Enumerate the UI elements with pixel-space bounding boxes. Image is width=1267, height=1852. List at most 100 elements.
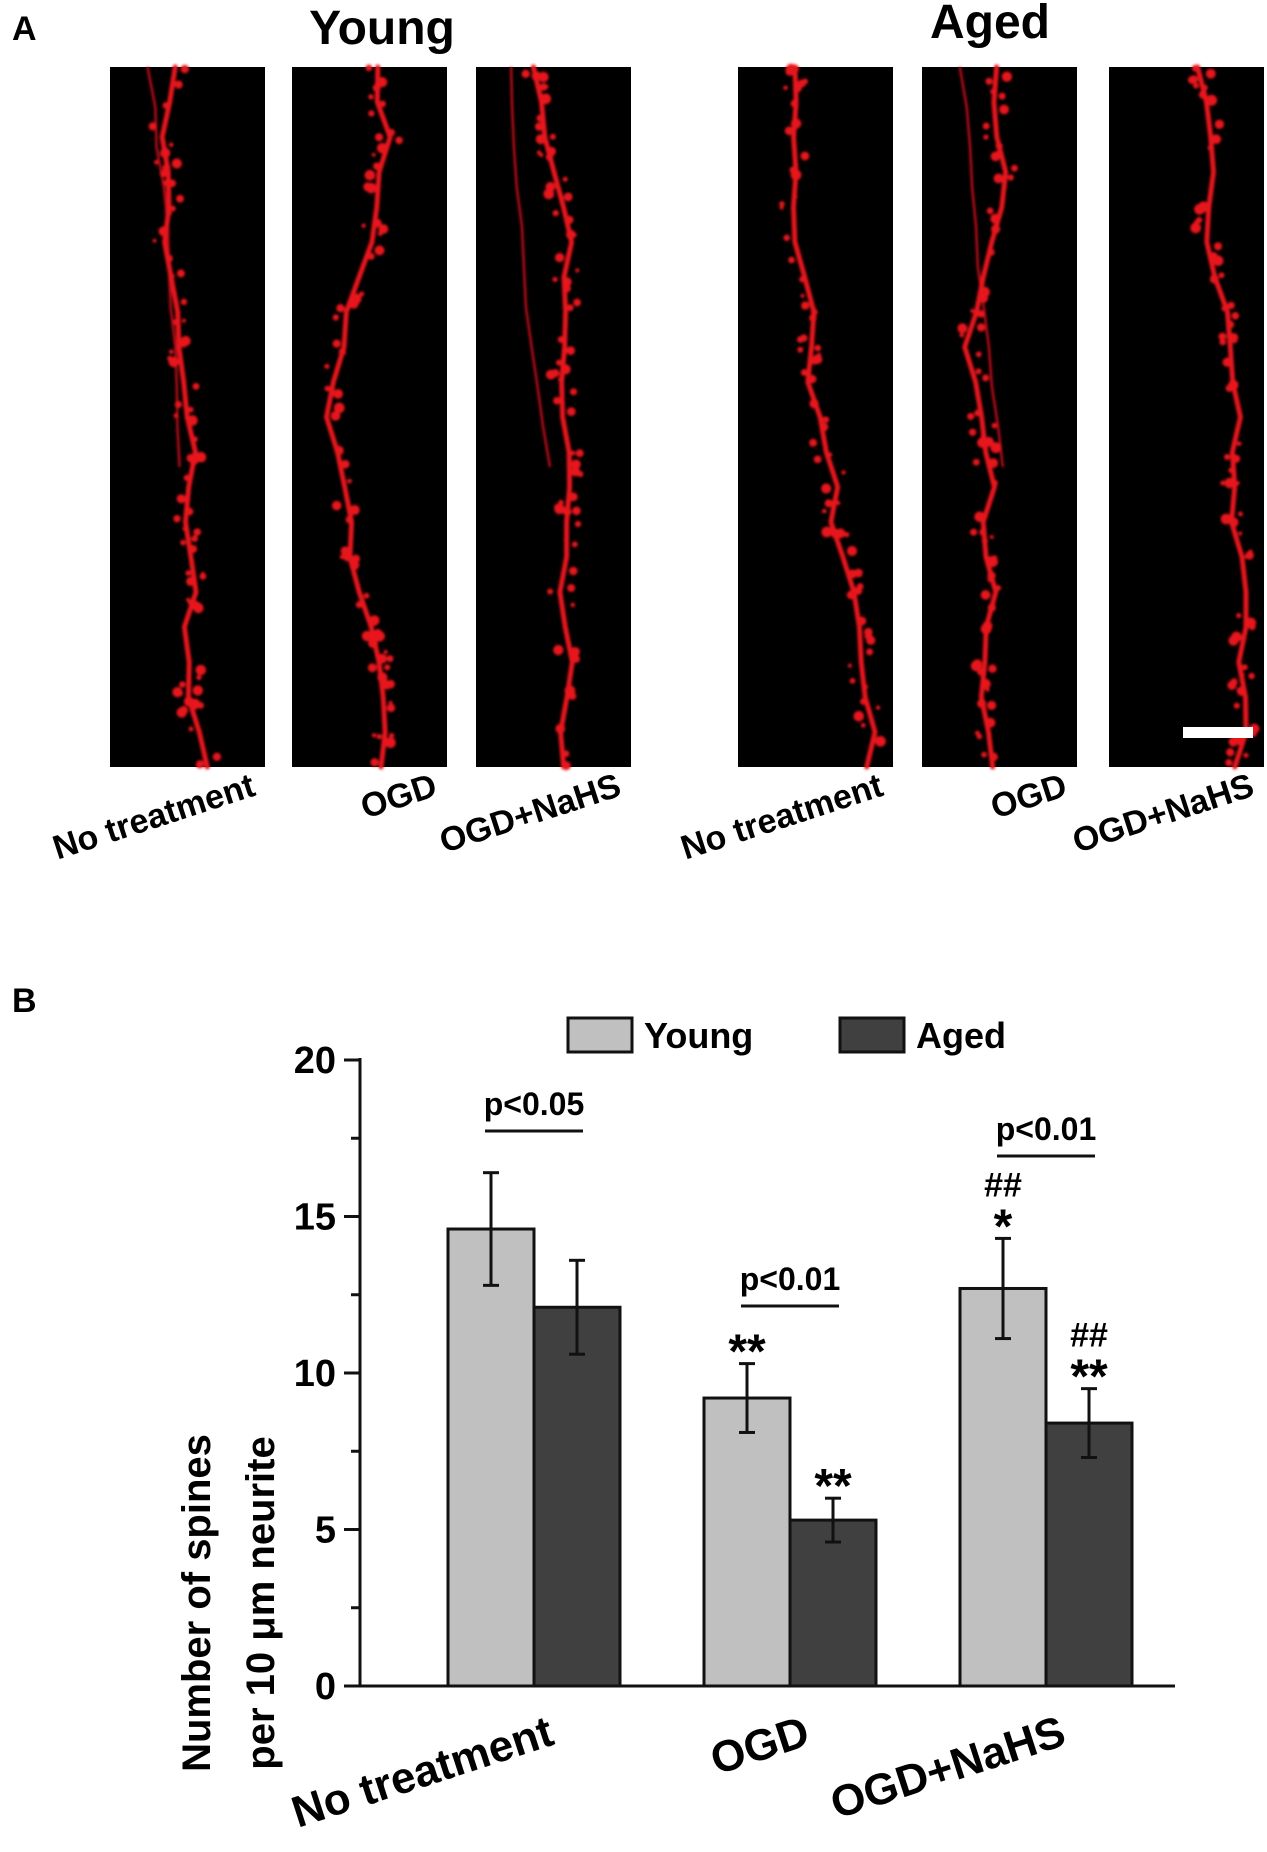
dendritic-spine	[332, 339, 341, 348]
dendritic-spine	[847, 663, 853, 668]
dendritic-spine	[557, 336, 565, 343]
dendritic-spine	[995, 142, 1003, 150]
dendritic-spine	[1226, 320, 1235, 329]
dendritic-spine	[813, 455, 822, 464]
dendritic-spine	[976, 323, 986, 332]
dendritic-spine	[372, 83, 381, 92]
dendritic-spine	[181, 318, 187, 323]
dendritic-spine	[841, 470, 846, 475]
dendritic-spine	[336, 304, 345, 313]
dendritic-spine	[980, 678, 991, 690]
dendritic-spine	[174, 80, 183, 89]
dendritic-spine	[786, 71, 791, 76]
dendritic-spine	[560, 364, 571, 375]
dendritic-spine	[965, 353, 970, 358]
dendritic-spine	[571, 232, 577, 238]
comparison-no-treatment: p<0.05	[484, 1086, 584, 1133]
significance-marker: ##	[984, 1166, 1022, 1204]
dendritic-spine	[822, 416, 830, 423]
y-tick-label: 5	[315, 1510, 336, 1552]
group-title-young: Young	[309, 2, 455, 55]
error-bar-aged-ogd	[825, 1496, 841, 1544]
dendritic-spine	[183, 474, 191, 481]
dendritic-spine	[809, 399, 819, 409]
dendritic-spine	[1241, 664, 1248, 671]
dendritic-spine	[875, 735, 886, 747]
dendritic-spine	[1209, 274, 1219, 284]
dendritic-spine	[364, 169, 376, 181]
dendritic-spine	[987, 603, 996, 612]
y-tick-label: 15	[294, 1197, 336, 1239]
dendritic-spine	[982, 374, 990, 382]
dendritic-spine	[1236, 687, 1244, 694]
dendritic-spine	[170, 205, 176, 212]
dendritic-spine	[571, 459, 581, 470]
dendritic-spine	[534, 122, 544, 131]
dendritic-spine	[793, 83, 802, 93]
comparison-label: p<0.01	[996, 1111, 1097, 1147]
dendritic-spine	[1225, 384, 1234, 392]
significance-marker: ##	[1070, 1317, 1108, 1355]
dendritic-spine	[168, 142, 174, 148]
dendritic-spine	[875, 705, 881, 710]
dendritic-spine	[836, 500, 841, 506]
dendritic-spine	[188, 726, 194, 732]
dendritic-spine	[568, 692, 577, 700]
dendritic-spine	[324, 385, 331, 392]
dendritic-spine	[374, 245, 385, 256]
dendritic-spine	[349, 560, 360, 570]
dendritic-spine	[977, 667, 985, 676]
dendritic-spine	[187, 599, 194, 606]
dendrite-branch	[509, 66, 552, 468]
dendritic-spine	[1238, 531, 1243, 536]
dendritic-spine	[365, 64, 373, 72]
dendritic-spine	[193, 602, 204, 614]
x-tick-label-ogd: OGD	[705, 1707, 815, 1785]
dendritic-spine	[552, 276, 558, 283]
dendritic-spine	[350, 293, 362, 305]
significance-marker: **	[814, 1460, 852, 1513]
dendritic-spine	[192, 382, 200, 390]
dendritic-spine	[802, 78, 809, 85]
dendritic-spine	[856, 583, 864, 590]
dendritic-spine	[185, 507, 194, 516]
dendritic-spine	[1189, 75, 1198, 84]
dendritic-spine	[387, 128, 396, 137]
category-group-no-treatment	[446, 1171, 622, 1688]
dendritic-spine	[386, 703, 396, 713]
error-bar-young-ogd-nahs	[995, 1236, 1011, 1341]
dendritic-spine	[1194, 220, 1199, 225]
dendritic-spine	[565, 215, 574, 224]
dendritic-spine	[988, 458, 999, 468]
dendritic-spine	[975, 351, 982, 358]
dendritic-spine	[977, 310, 985, 318]
micrograph-label-aged-ogd-nahs: OGD+NaHS	[1068, 766, 1259, 860]
bar-young-ogd	[702, 1396, 792, 1688]
dendritic-spine	[1228, 635, 1239, 646]
dendritic-spine	[800, 293, 805, 298]
panel-b-bar-chart: B Young Aged Number of spines per 10 μm …	[12, 982, 1175, 1837]
dendritic-spine	[570, 450, 576, 456]
dendritic-spine	[981, 751, 987, 758]
dendritic-spine	[378, 224, 389, 234]
dendritic-spine	[180, 298, 188, 305]
dendritic-spine	[176, 494, 186, 504]
dendritic-spine	[552, 209, 559, 217]
dendritic-spine	[167, 211, 172, 216]
dendritic-spine	[355, 601, 363, 609]
dendritic-spine	[531, 71, 542, 82]
micrograph-frame	[738, 67, 893, 767]
dendritic-spine	[187, 415, 198, 426]
dendritic-spine	[176, 194, 184, 203]
dendritic-spine	[363, 592, 370, 599]
dendritic-spine	[545, 369, 556, 380]
dendritic-spine	[1220, 513, 1232, 525]
dendritic-spine	[862, 684, 869, 690]
dendritic-spine	[977, 437, 988, 448]
dendritic-spine	[844, 531, 850, 538]
dendritic-spine	[573, 298, 581, 307]
dendritic-spine	[788, 256, 795, 264]
dendritic-spine	[799, 276, 806, 283]
dendritic-spine	[173, 515, 181, 523]
dendritic-spine	[810, 308, 818, 316]
